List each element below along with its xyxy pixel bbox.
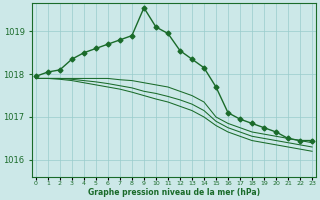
- X-axis label: Graphe pression niveau de la mer (hPa): Graphe pression niveau de la mer (hPa): [88, 188, 260, 197]
